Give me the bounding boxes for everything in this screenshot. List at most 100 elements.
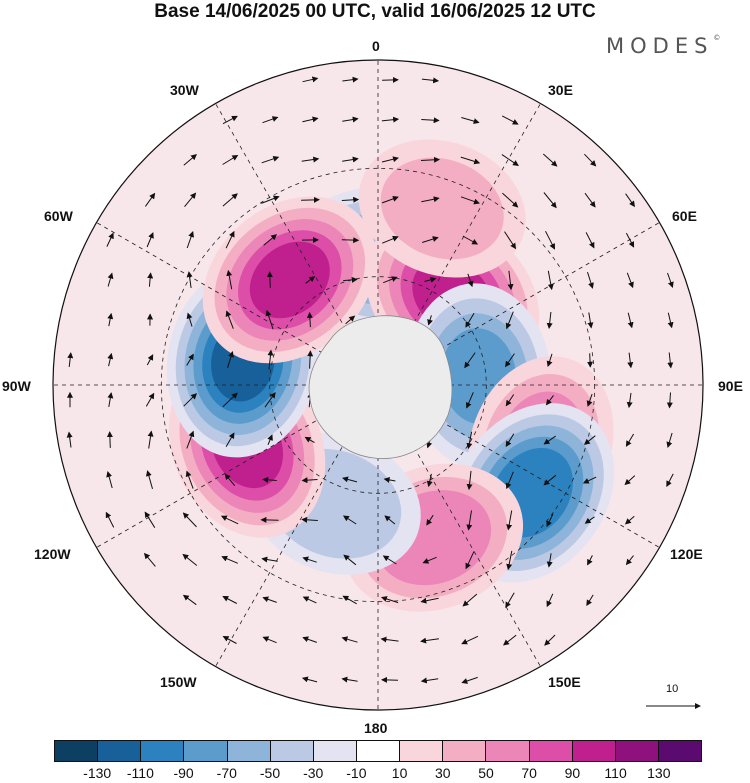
lon-label-120e: 120E xyxy=(670,546,703,562)
latitude-circle xyxy=(269,276,487,494)
wind-arrow xyxy=(341,676,358,683)
wind-arrow xyxy=(343,276,358,283)
wind-arrow xyxy=(186,430,195,449)
meridian-line xyxy=(215,384,379,667)
wind-arrow xyxy=(105,511,115,528)
wind-arrow xyxy=(505,471,514,490)
wind-arrow xyxy=(422,556,437,564)
wind-arrow xyxy=(421,196,440,203)
wind-arrow xyxy=(343,554,357,566)
lon-label-90w: 90W xyxy=(2,378,31,394)
lon-label-60w: 60W xyxy=(44,208,73,224)
colorbar-tick-label: -30 xyxy=(303,765,324,781)
wind-arrow xyxy=(421,117,440,124)
wind-arrow xyxy=(301,196,320,203)
wind-arrow xyxy=(666,392,673,409)
wind-arrow xyxy=(505,433,515,448)
colorbar-swatch xyxy=(572,741,616,761)
wind-arrow xyxy=(106,232,114,247)
wind-arrow xyxy=(382,235,399,244)
wind-arrow xyxy=(427,315,433,326)
wind-arrow xyxy=(66,431,73,448)
wind-arrow xyxy=(424,276,437,283)
wind-arrow xyxy=(266,271,273,288)
meridian-line xyxy=(377,222,660,386)
wind-arrow xyxy=(420,597,439,604)
map-boundary xyxy=(52,59,704,711)
wind-arrow xyxy=(222,193,238,207)
wind-arrow xyxy=(667,272,674,288)
wind-arrow xyxy=(584,192,596,208)
wind-arrow xyxy=(267,434,273,445)
wind-arrow xyxy=(426,473,433,488)
colorbar-tick-label: -130 xyxy=(83,765,112,781)
wind-arrow xyxy=(543,192,557,209)
wind-arrow xyxy=(182,512,197,528)
wind-arrow xyxy=(624,475,636,486)
colorbar-swatch xyxy=(658,741,702,761)
lon-label-0: 0 xyxy=(372,38,380,54)
wind-arrow xyxy=(380,636,399,643)
wind-arrow xyxy=(383,476,396,483)
wind-arrow xyxy=(462,235,479,245)
wind-arrow xyxy=(587,353,594,368)
wind-arrow xyxy=(624,515,635,525)
lon-label-60e: 60E xyxy=(672,208,697,224)
brand-text: MODES xyxy=(606,34,714,58)
wind-arrow xyxy=(307,350,314,369)
chart-title: Base 14/06/2025 00 UTC, valid 16/06/2025… xyxy=(154,1,596,22)
colorbar-swatch xyxy=(443,741,487,761)
wind-arrow xyxy=(144,511,156,528)
wind-arrow xyxy=(582,476,597,484)
wind-vectors xyxy=(66,76,674,684)
antarctica-landmass xyxy=(308,315,453,459)
wind-arrow xyxy=(143,552,156,567)
wind-arrow xyxy=(465,392,474,409)
wind-arrow xyxy=(262,636,277,644)
wind-arrow xyxy=(342,476,358,483)
wind-arrow xyxy=(420,677,439,684)
wind-arrow xyxy=(226,269,233,290)
lon-label-150e: 150E xyxy=(548,674,581,690)
wind-arrow xyxy=(460,156,481,165)
wind-arrow xyxy=(587,555,593,566)
wind-arrow xyxy=(342,76,359,83)
colorbar-tick-label: 130 xyxy=(647,765,671,781)
colorbar-tick-label: -50 xyxy=(259,765,281,781)
lon-label-150w: 150W xyxy=(160,674,197,690)
colorbar-swatch xyxy=(98,741,142,761)
colorbar-tick-label: 50 xyxy=(478,765,494,781)
wind-arrow xyxy=(147,430,154,449)
wind-arrow xyxy=(464,352,476,369)
anomaly-field xyxy=(166,139,615,612)
colorbar-swatch xyxy=(486,741,530,761)
wind-arrow xyxy=(183,393,198,407)
wind-arrow xyxy=(222,392,238,408)
wind-arrow xyxy=(262,596,277,603)
wind-arrow xyxy=(261,556,278,563)
wind-arrow xyxy=(341,237,360,244)
polar-map xyxy=(52,59,704,711)
wind-arrow xyxy=(506,510,513,531)
wind-arrow xyxy=(420,156,440,163)
wind-arrow xyxy=(666,473,674,487)
wind-arrow xyxy=(264,391,276,408)
wind-arrow xyxy=(543,474,557,486)
lon-label-30w: 30W xyxy=(170,82,199,98)
wind-arrow xyxy=(301,477,318,484)
wind-arrow xyxy=(461,676,478,684)
wind-arrow xyxy=(186,271,193,288)
wind-arrow xyxy=(381,116,400,123)
wind-arrow xyxy=(106,471,113,489)
wind-arrow xyxy=(225,432,235,448)
wind-arrow xyxy=(186,353,194,366)
wind-arrow xyxy=(461,117,480,125)
wind-arrow xyxy=(461,635,479,645)
wind-arrow xyxy=(503,634,517,646)
wind-arrow xyxy=(545,230,555,250)
wind-arrow xyxy=(383,276,398,284)
colorbar-swatch xyxy=(356,741,401,761)
wind-arrow xyxy=(182,594,197,606)
wind-arrow xyxy=(625,193,635,208)
wind-arrow xyxy=(227,351,234,369)
